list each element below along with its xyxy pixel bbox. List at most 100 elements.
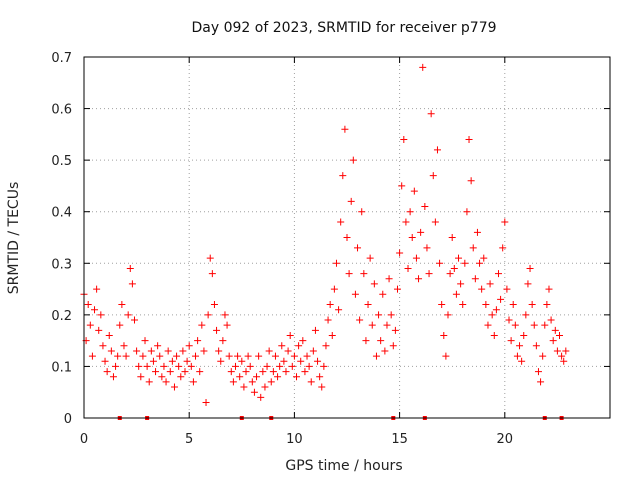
data-point [255, 352, 263, 360]
data-point [208, 270, 216, 278]
data-point [99, 342, 107, 350]
data-point [257, 393, 265, 401]
data-point [299, 337, 307, 345]
data-point [518, 357, 526, 365]
data-point [526, 264, 534, 272]
data-point [269, 368, 277, 376]
x-tick-label: 5 [185, 432, 193, 447]
data-point [145, 378, 153, 386]
data-point [553, 347, 561, 355]
data-point [147, 347, 155, 355]
data-point [314, 357, 322, 365]
data-point [316, 373, 324, 381]
data-point [465, 136, 473, 144]
data-point [360, 270, 368, 278]
data-point [120, 342, 128, 350]
data-point [297, 357, 305, 365]
data-point [320, 362, 328, 370]
data-point [240, 383, 248, 391]
data-point [469, 244, 477, 252]
data-point [164, 347, 172, 355]
data-point [141, 337, 149, 345]
data-point [520, 331, 528, 339]
data-point [177, 373, 185, 381]
y-tick-labels: 0 0.1 0.2 0.3 0.4 0.5 0.6 0.7 [51, 51, 72, 427]
x-tick-label: 0 [80, 432, 88, 447]
chart-title: Day 092 of 2023, SRMTID for receiver p77… [191, 20, 496, 36]
data-point [356, 316, 364, 324]
data-point [516, 342, 524, 350]
data-point [532, 342, 540, 350]
data-point [507, 337, 515, 345]
data-point [318, 383, 326, 391]
data-point [431, 218, 439, 226]
data-point [311, 326, 319, 334]
data-point [278, 342, 286, 350]
data-point [499, 244, 507, 252]
data-point [126, 264, 134, 272]
data-point [425, 270, 433, 278]
data-point [341, 125, 349, 133]
data-point [244, 352, 252, 360]
data-point [537, 378, 545, 386]
data-point [505, 316, 513, 324]
data-point [135, 362, 143, 370]
data-point [181, 368, 189, 376]
data-point [194, 337, 202, 345]
data-point [419, 63, 427, 71]
data-point [263, 362, 271, 370]
data-point [286, 331, 294, 339]
data-point [463, 208, 471, 216]
data-point [288, 362, 296, 370]
data-point [84, 301, 92, 309]
data-point [253, 373, 261, 381]
data-point [332, 259, 340, 267]
data-point [412, 254, 420, 262]
data-point [343, 234, 351, 241]
data-point [324, 316, 332, 324]
data-point [103, 368, 111, 376]
data-point [377, 337, 385, 345]
data-point [229, 378, 237, 386]
data-point [400, 136, 408, 144]
data-point [206, 254, 214, 262]
x-tick-labels: 0 5 10 15 20 [80, 432, 513, 447]
data-point [95, 326, 103, 334]
data-point [86, 321, 94, 329]
data-point [307, 378, 315, 386]
data-point [248, 378, 256, 386]
data-point [309, 347, 317, 355]
data-point [200, 347, 208, 355]
data-point [88, 352, 96, 360]
data-point [461, 259, 469, 267]
data-point [549, 337, 557, 345]
data-point [173, 352, 181, 360]
data-point [478, 285, 486, 293]
data-point [97, 311, 105, 319]
data-point [101, 357, 109, 365]
data-point [284, 347, 292, 355]
data-point [250, 388, 258, 396]
data-point [370, 280, 378, 288]
data-point [541, 321, 549, 329]
data-point [295, 342, 303, 350]
data-point [236, 373, 244, 381]
data-point [358, 208, 366, 216]
data-point [398, 182, 406, 190]
data-point [497, 295, 505, 303]
data-point [335, 306, 343, 314]
data-point [267, 378, 275, 386]
data-point [442, 352, 450, 360]
data-point [423, 244, 431, 252]
data-point [271, 352, 279, 360]
data-point [349, 156, 357, 164]
y-tick-label: 0 [64, 412, 72, 427]
data-point [185, 342, 193, 350]
data-point [158, 373, 166, 381]
data-point [513, 352, 521, 360]
data-point [162, 378, 170, 386]
data-point [246, 362, 254, 370]
data-point [490, 331, 498, 339]
data-point [408, 234, 416, 241]
